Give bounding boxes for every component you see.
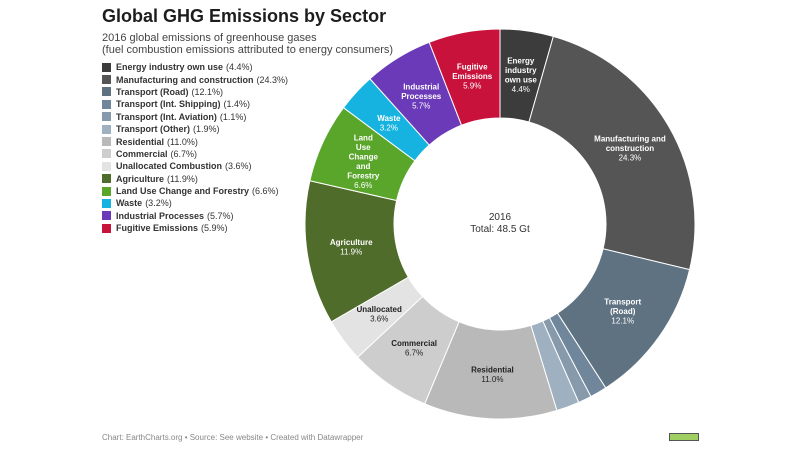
legend-swatch <box>102 223 111 233</box>
chart-title: Global GHG Emissions by Sector <box>102 6 387 26</box>
legend-item-unallocated-combustion: Unallocated Combustion (3.6%) <box>102 160 288 172</box>
legend-label: Land Use Change and Forestry <box>116 186 250 197</box>
slice-label-unallocated-combustion: Unallocated 3.6% <box>357 305 402 324</box>
chart-subtitle-line-1: 2016 global emissions of greenhouse gase… <box>102 32 317 44</box>
legend-label: Fugitive Emissions <box>116 223 199 234</box>
slice-label-commercial: Commercial 6.7% <box>391 339 437 358</box>
legend-value: (24.3%) <box>256 74 289 85</box>
legend-value: (6.7%) <box>170 148 198 159</box>
legend-swatch <box>102 186 111 196</box>
slice-label-land-use-change-and-forestry: Land Use Change and Forestry 6.6% <box>347 133 380 190</box>
legend-value: (1.1%) <box>219 111 247 122</box>
slice-label-energy-industry-own-use: Energy industry own use 4.4% <box>505 57 538 95</box>
slice-label-transport-road: Transport (Road) 12.1% <box>604 298 641 326</box>
legend-label: Industrial Processes <box>116 210 205 221</box>
legend-item-fugitive-emissions: Fugitive Emissions (5.9%) <box>102 222 288 234</box>
legend-swatch <box>102 198 111 208</box>
slice-label-fugitive-emissions: Fugitive Emissions 5.9% <box>452 63 493 91</box>
legend-value: (5.7%) <box>207 210 234 221</box>
legend-item-waste: Waste (3.2%) <box>102 197 288 209</box>
slice-manufacturing-and-construction <box>528 35 696 271</box>
legend-swatch <box>102 124 111 134</box>
legend-value: (11.9%) <box>167 173 198 184</box>
legend-value: (1.4%) <box>223 99 251 110</box>
legend-label: Transport (Int. Aviation) <box>116 111 217 122</box>
legend-value: (12.1%) <box>191 86 224 97</box>
legend-value: (5.9%) <box>201 223 228 234</box>
chart-footer-credit: Chart: EarthCharts.org • Source: See web… <box>102 433 364 442</box>
legend-value: (4.4%) <box>226 62 253 73</box>
legend-label: Residential <box>116 136 165 147</box>
legend-item-industrial-processes: Industrial Processes (5.7%) <box>102 210 288 222</box>
legend-item-commercial: Commercial (6.7%) <box>102 148 288 160</box>
legend-label: Transport (Road) <box>116 86 189 97</box>
chart-subtitle-line-2: (fuel combustion emissions attributed to… <box>102 44 394 56</box>
slice-label-residential: Residential 11.0% <box>471 366 514 385</box>
legend-swatch <box>102 99 111 109</box>
slice-label-agriculture: Agriculture 11.9% <box>330 238 373 257</box>
slice-label-manufacturing-and-construction: Manufacturing and construction 24.3% <box>594 135 666 163</box>
legend-item-agriculture: Agriculture (11.9%) <box>102 173 288 185</box>
legend-item-transport-other: Transport (Other) (1.9%) <box>102 123 288 135</box>
legend-swatch <box>102 87 111 97</box>
slice-label-industrial-processes: Industrial Processes 5.7% <box>401 82 442 110</box>
legend-item-energy-industry-own-use: Energy industry own use (4.4%) <box>102 61 288 73</box>
legend-swatch <box>102 174 111 184</box>
legend-swatch <box>102 161 111 171</box>
legend-value: (11.0%) <box>167 136 198 147</box>
legend-swatch <box>102 75 111 85</box>
legend-value: (1.9%) <box>193 124 220 135</box>
legend-label: Transport (Int. Shipping) <box>116 99 221 110</box>
legend-swatch <box>102 62 111 72</box>
legend-swatch <box>102 149 111 159</box>
legend-label: Transport (Other) <box>116 124 191 135</box>
legend-item-residential: Residential (11.0%) <box>102 135 288 147</box>
legend-item-transport-road: Transport (Road) (12.1%) <box>102 86 288 98</box>
chart-legend: Energy industry own use (4.4%) Manufacturi… <box>102 61 288 234</box>
legend-label: Unallocated Combustion <box>116 161 223 172</box>
legend-label: Waste <box>116 198 143 209</box>
legend-item-transport-int-shipping: Transport (Int. Shipping) (1.4%) <box>102 98 288 110</box>
legend-label: Manufacturing and construction <box>116 74 254 85</box>
legend-swatch <box>102 211 111 221</box>
legend-swatch <box>102 137 111 147</box>
legend-value: (3.2%) <box>145 198 172 209</box>
legend-label: Commercial <box>116 148 168 159</box>
slice-fugitive-emissions <box>428 28 501 126</box>
slice-label-waste: Waste 3.2% <box>377 114 401 133</box>
legend-item-manufacturing-and-construction: Manufacturing and construction (24.3%) <box>102 73 288 85</box>
license-badge-icon <box>669 433 699 441</box>
donut-center-label: 2016 Total: 48.5 Gt <box>470 212 530 235</box>
legend-label: Energy industry own use <box>116 62 224 73</box>
legend-swatch <box>102 112 111 122</box>
legend-value: (6.6%) <box>252 186 279 197</box>
legend-item-transport-int-aviation: Transport (Int. Aviation) (1.1%) <box>102 111 288 123</box>
legend-value: (3.6%) <box>225 161 252 172</box>
legend-item-land-use-change-and-forestry: Land Use Change and Forestry (6.6%) <box>102 185 288 197</box>
legend-label: Agriculture <box>116 173 165 184</box>
